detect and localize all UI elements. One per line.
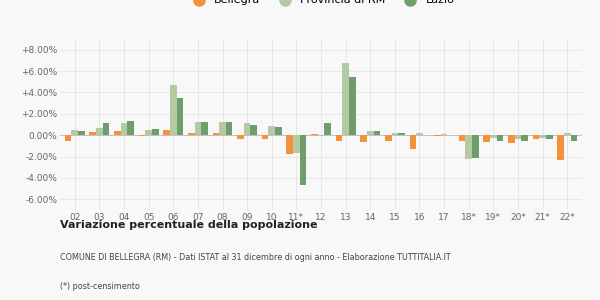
- Legend: Bellegra, Provincia di RM, Lazio: Bellegra, Provincia di RM, Lazio: [185, 0, 457, 8]
- Bar: [497, 135, 503, 140]
- Bar: [546, 135, 553, 140]
- Bar: [127, 121, 134, 135]
- Bar: [374, 131, 380, 135]
- Text: Variazione percentuale della popolazione: Variazione percentuale della popolazione: [60, 220, 317, 230]
- Bar: [342, 62, 349, 135]
- Bar: [508, 135, 515, 143]
- Bar: [557, 135, 564, 160]
- Bar: [434, 135, 441, 136]
- Bar: [484, 135, 490, 142]
- Bar: [262, 135, 268, 140]
- Bar: [490, 135, 497, 138]
- Bar: [349, 77, 356, 135]
- Bar: [360, 135, 367, 142]
- Bar: [466, 135, 472, 159]
- Bar: [392, 133, 398, 135]
- Bar: [226, 122, 232, 135]
- Bar: [201, 122, 208, 135]
- Bar: [170, 85, 176, 135]
- Bar: [367, 131, 374, 135]
- Bar: [293, 135, 300, 153]
- Bar: [96, 128, 103, 135]
- Bar: [300, 135, 307, 185]
- Text: COMUNE DI BELLEGRA (RM) - Dati ISTAT al 31 dicembre di ogni anno - Elaborazione : COMUNE DI BELLEGRA (RM) - Dati ISTAT al …: [60, 254, 451, 262]
- Bar: [533, 135, 539, 140]
- Bar: [145, 130, 152, 135]
- Bar: [398, 133, 405, 135]
- Bar: [441, 134, 448, 135]
- Text: (*) post-censimento: (*) post-censimento: [60, 282, 140, 291]
- Bar: [472, 135, 479, 158]
- Bar: [65, 135, 71, 140]
- Bar: [515, 135, 521, 140]
- Bar: [311, 134, 317, 135]
- Bar: [325, 123, 331, 135]
- Bar: [335, 135, 342, 140]
- Bar: [275, 127, 282, 135]
- Bar: [152, 129, 158, 135]
- Bar: [539, 135, 546, 138]
- Bar: [121, 123, 127, 135]
- Bar: [385, 135, 392, 140]
- Bar: [188, 133, 194, 135]
- Bar: [114, 131, 121, 135]
- Bar: [244, 123, 250, 135]
- Bar: [194, 122, 201, 135]
- Bar: [212, 133, 219, 135]
- Bar: [459, 135, 466, 140]
- Bar: [250, 124, 257, 135]
- Bar: [103, 123, 109, 135]
- Bar: [286, 135, 293, 154]
- Bar: [78, 131, 85, 135]
- Bar: [139, 135, 145, 136]
- Bar: [416, 133, 423, 135]
- Bar: [521, 135, 528, 140]
- Bar: [219, 122, 226, 135]
- Bar: [268, 126, 275, 135]
- Bar: [237, 135, 244, 140]
- Bar: [410, 135, 416, 149]
- Bar: [71, 130, 78, 135]
- Bar: [163, 130, 170, 135]
- Bar: [89, 132, 96, 135]
- Bar: [176, 98, 183, 135]
- Bar: [571, 135, 577, 140]
- Bar: [564, 133, 571, 135]
